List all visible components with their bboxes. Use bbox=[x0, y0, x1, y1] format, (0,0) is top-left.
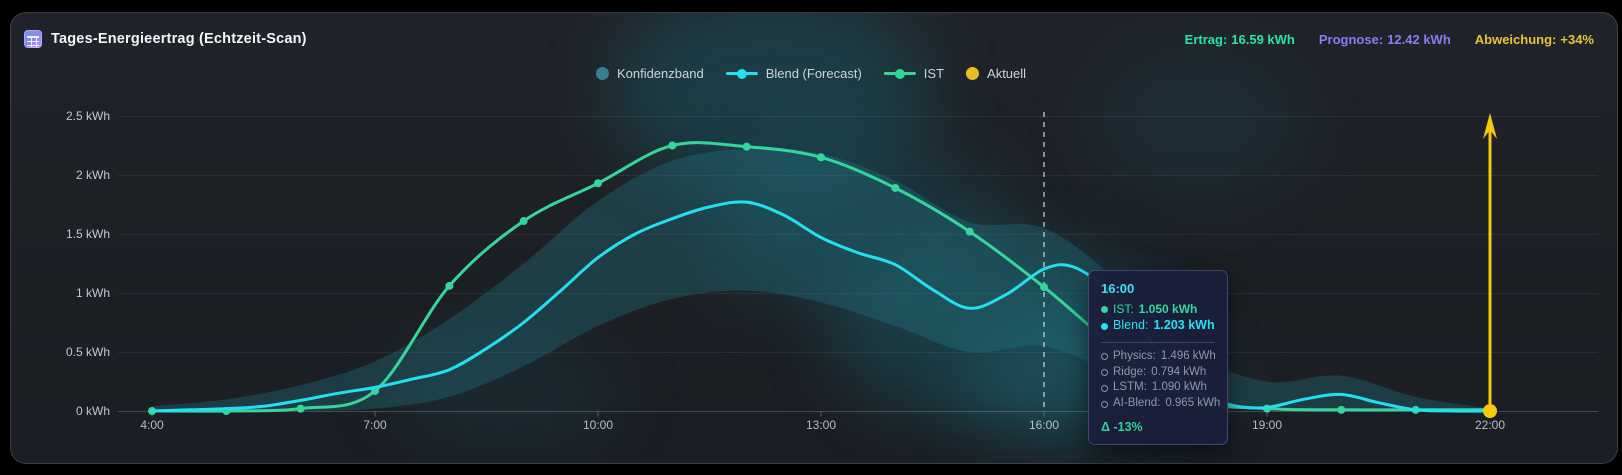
ist-point[interactable] bbox=[296, 404, 305, 413]
open-bullet-icon bbox=[1101, 384, 1108, 392]
card-header: Tages-Energieertrag (Echtzeit-Scan) bbox=[24, 30, 307, 48]
open-bullet-icon bbox=[1101, 400, 1108, 408]
prognose-stat: Prognose: 12.42 kWh bbox=[1315, 32, 1451, 47]
x-axis-label: 7:00 bbox=[363, 418, 387, 432]
blend-bullet-icon bbox=[1101, 322, 1108, 330]
x-axis-label: 16:00 bbox=[1029, 418, 1059, 432]
prognose-label: Prognose: bbox=[1318, 32, 1384, 47]
ist-point[interactable] bbox=[965, 227, 974, 236]
y-axis-label: 1.5 kWh bbox=[66, 227, 110, 241]
legend-label: Aktuell bbox=[987, 66, 1027, 81]
y-axis-label: 2.5 kWh bbox=[66, 109, 110, 123]
legend-label: Konfidenzband bbox=[616, 66, 704, 81]
tooltip-delta: Δ -13% bbox=[1101, 420, 1143, 435]
tooltip-model-row: Ridge: 0.794 kWh bbox=[1101, 365, 1215, 381]
y-axis-label: 2 kWh bbox=[76, 168, 110, 182]
y-axis-label: 0.5 kWh bbox=[66, 345, 110, 359]
tooltip-model-row: AI-Blend: 0.965 kWh bbox=[1101, 396, 1220, 412]
x-axis-label: 13:00 bbox=[806, 418, 836, 432]
abweichung-label: Abweichung: bbox=[1474, 32, 1557, 47]
chart-legend: Konfidenzband Blend (Forecast) IST Aktue… bbox=[595, 66, 1026, 81]
ist-point[interactable] bbox=[445, 281, 454, 290]
y-axis-label: 1 kWh bbox=[76, 286, 110, 300]
legend-label: Blend (Forecast) bbox=[765, 66, 862, 81]
x-axis-label: 19:00 bbox=[1252, 418, 1282, 432]
ist-point[interactable] bbox=[816, 153, 825, 162]
abweichung-stat: Abweichung: +34% bbox=[1471, 32, 1594, 47]
abweichung-value: +34% bbox=[1560, 32, 1594, 47]
prognose-value: 12.42 kWh bbox=[1387, 32, 1451, 47]
ist-line-swatch-icon bbox=[883, 67, 916, 80]
blend-line-swatch-icon bbox=[725, 67, 758, 80]
aktuell-marker-dot[interactable] bbox=[1482, 404, 1497, 418]
ertrag-stat: Ertrag: 16.59 kWh bbox=[1181, 32, 1295, 47]
tooltip-divider bbox=[1101, 341, 1215, 343]
ertrag-value: 16.59 kWh bbox=[1231, 32, 1295, 47]
open-bullet-icon bbox=[1101, 369, 1108, 377]
konfidenzband-swatch-icon bbox=[595, 67, 609, 80]
tooltip-model-row: Physics: 1.496 kWh bbox=[1101, 349, 1216, 365]
legend-item-ist[interactable]: IST bbox=[883, 66, 945, 81]
chart-tooltip: 16:00 IST: 1.050 kWh Blend: 1.203 kWh Ph… bbox=[1088, 270, 1228, 446]
ertrag-label: Ertrag: bbox=[1184, 32, 1228, 47]
blend-line[interactable] bbox=[150, 200, 1492, 413]
legend-item-konfidenzband[interactable]: Konfidenzband bbox=[595, 66, 704, 81]
tooltip-time: 16:00 bbox=[1101, 281, 1135, 296]
x-axis-label: 22:00 bbox=[1475, 418, 1505, 432]
ist-point[interactable] bbox=[742, 142, 751, 151]
tooltip-ist-row: IST: 1.050 kWh bbox=[1101, 301, 1215, 318]
tooltip-blend-row: Blend: 1.203 kWh bbox=[1101, 317, 1215, 334]
ist-point[interactable] bbox=[891, 183, 900, 192]
page-title: Tages-Energieertrag (Echtzeit-Scan) bbox=[51, 31, 307, 47]
ist-point[interactable] bbox=[519, 217, 528, 226]
x-axis-label: 4:00 bbox=[140, 418, 164, 432]
kpi-stats: Ertrag: 16.59 kWh Prognose: 12.42 kWh Abwe… bbox=[1181, 32, 1594, 47]
open-bullet-icon bbox=[1101, 353, 1108, 361]
legend-item-aktuell[interactable]: Aktuell bbox=[966, 66, 1026, 81]
ist-point[interactable] bbox=[668, 141, 677, 150]
legend-item-blend[interactable]: Blend (Forecast) bbox=[725, 66, 862, 81]
aktuell-arrow-head-icon bbox=[1482, 113, 1497, 139]
ist-bullet-icon bbox=[1101, 305, 1108, 313]
legend-label: IST bbox=[923, 66, 945, 81]
spreadsheet-icon bbox=[24, 30, 42, 48]
x-axis-label: 10:00 bbox=[583, 418, 613, 432]
ist-point[interactable] bbox=[593, 179, 602, 188]
aktuell-swatch-icon bbox=[966, 67, 980, 80]
ist-point[interactable] bbox=[1039, 283, 1048, 292]
konfidenzband-area bbox=[152, 148, 1490, 412]
y-axis-label: 0 kWh bbox=[76, 404, 110, 418]
tooltip-model-row: LSTM: 1.090 kWh bbox=[1101, 380, 1215, 396]
ist-point[interactable] bbox=[1337, 405, 1346, 414]
